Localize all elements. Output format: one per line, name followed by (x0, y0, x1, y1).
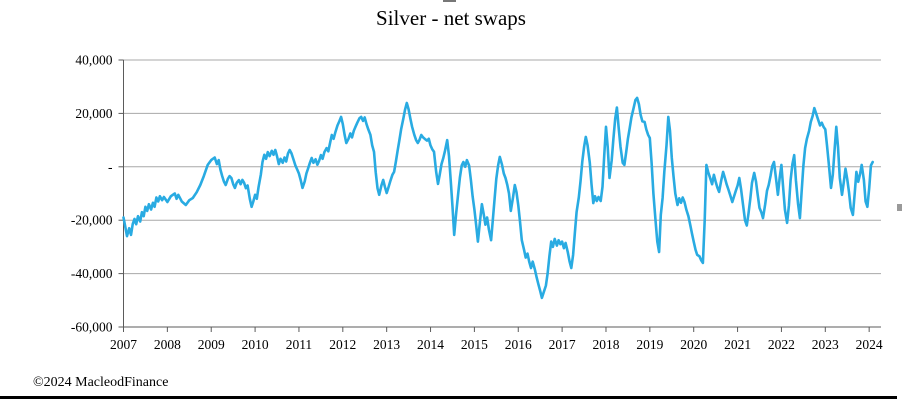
chart-title: Silver - net swaps (376, 6, 526, 30)
y-tick-label: -20,000 (71, 213, 113, 228)
x-tick-label: 2013 (373, 337, 400, 352)
copyright-text: ©2024 MacleodFinance (33, 375, 169, 390)
x-tick-label: 2023 (812, 337, 839, 352)
x-tick-label: 2015 (461, 337, 488, 352)
right-edge-artifact (897, 204, 902, 211)
y-tick-label: -40,000 (71, 266, 113, 281)
x-tick-label: 2019 (636, 337, 663, 352)
x-tick-label: 2018 (592, 337, 619, 352)
x-tick-label: 2021 (724, 337, 751, 352)
y-tick-label: - (108, 159, 113, 174)
x-tick-label: 2009 (198, 337, 225, 352)
x-tick-label: 2010 (242, 337, 269, 352)
x-tick-label: 2008 (154, 337, 181, 352)
y-tick-label: -60,000 (71, 320, 113, 335)
x-tick-label: 2011 (286, 337, 313, 352)
x-tick-label: 2022 (768, 337, 795, 352)
bottom-border-bar (0, 396, 897, 399)
x-tick-label: 2007 (110, 337, 137, 352)
x-tick-label: 2012 (329, 337, 356, 352)
top-edge-artifact (443, 0, 456, 2)
x-tick-label: 2016 (505, 337, 532, 352)
x-tick-label: 2020 (680, 337, 707, 352)
series-line-net-swaps (122, 96, 874, 300)
x-tick-label: 2017 (549, 337, 576, 352)
x-tick-label: 2024 (856, 337, 883, 352)
y-tick-label: 20,000 (75, 106, 112, 121)
y-tick-label: 40,000 (75, 53, 112, 68)
x-tick-label: 2014 (417, 337, 444, 352)
